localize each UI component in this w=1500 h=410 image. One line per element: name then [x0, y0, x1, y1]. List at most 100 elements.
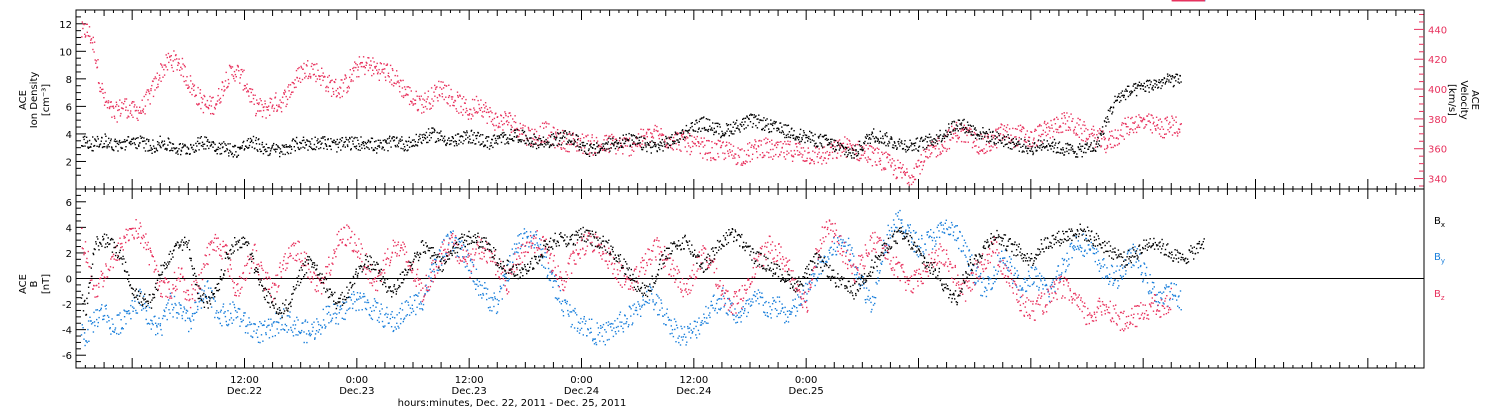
data-point: [117, 314, 119, 316]
data-point: [637, 142, 639, 144]
data-point: [1163, 77, 1166, 80]
data-point: [195, 142, 197, 145]
data-point: [364, 67, 366, 69]
data-point: [946, 148, 948, 150]
data-point: [918, 146, 920, 148]
data-point: [1120, 135, 1123, 137]
data-point: [1073, 128, 1076, 131]
data-point: [134, 300, 136, 302]
data-point: [183, 80, 185, 83]
data-point: [163, 140, 166, 142]
data-point: [131, 142, 134, 145]
data-point: [685, 124, 688, 127]
data-point: [1168, 79, 1170, 81]
data-point: [104, 146, 106, 148]
data-point: [344, 318, 346, 321]
data-point: [568, 151, 570, 153]
data-point: [573, 139, 576, 141]
data-point: [465, 138, 467, 140]
data-point: [928, 136, 930, 139]
data-point: [1130, 117, 1132, 120]
data-point: [86, 31, 88, 33]
data-point: [1108, 121, 1110, 123]
data-point: [972, 141, 974, 144]
data-point: [333, 93, 335, 95]
data-point: [649, 141, 651, 144]
data-point: [121, 141, 123, 143]
data-point: [376, 62, 378, 65]
data-point: [134, 110, 137, 112]
data-point: [373, 61, 375, 63]
data-point: [320, 324, 322, 327]
data-point: [578, 149, 581, 151]
data-point: [968, 129, 970, 132]
data-point: [865, 137, 867, 139]
data-point: [961, 127, 963, 129]
data-point: [681, 136, 683, 138]
data-point: [107, 144, 109, 146]
data-point: [1152, 117, 1154, 119]
data-point: [1068, 149, 1070, 151]
data-point: [939, 153, 941, 156]
data-point: [544, 142, 546, 145]
data-point: [324, 143, 327, 145]
data-point: [546, 122, 548, 125]
data-point: [629, 145, 631, 148]
data-point: [1076, 122, 1078, 124]
data-point: [428, 139, 431, 142]
data-point: [382, 68, 384, 70]
data-point: [139, 106, 141, 108]
data-point: [331, 317, 334, 319]
data-point: [647, 144, 649, 146]
data-point: [298, 66, 300, 69]
data-point: [565, 132, 568, 134]
data-point: [755, 115, 757, 117]
data-point: [484, 107, 486, 109]
data-point: [325, 145, 328, 147]
data-point: [439, 86, 441, 89]
data-point: [156, 87, 158, 89]
data-point: [870, 145, 872, 147]
data-point: [638, 139, 640, 142]
data-point: [276, 328, 278, 330]
data-point: [290, 326, 292, 329]
data-point: [456, 144, 458, 147]
data-point: [378, 144, 380, 147]
data-point: [1014, 128, 1017, 130]
data-point: [553, 127, 555, 129]
data-point: [806, 160, 808, 162]
data-point: [310, 75, 312, 78]
data-point: [318, 329, 321, 331]
data-point: [995, 130, 997, 132]
data-point: [335, 317, 337, 319]
data-point: [853, 149, 856, 151]
data-point: [1091, 132, 1093, 134]
data-point: [140, 112, 143, 114]
data-point: [1109, 110, 1111, 112]
data-point: [1129, 131, 1131, 134]
data-point: [786, 150, 788, 152]
data-point: [792, 134, 795, 136]
data-point: [228, 319, 231, 321]
data-point: [1177, 132, 1179, 135]
data-point: [1084, 124, 1086, 127]
data-point: [250, 140, 253, 142]
data-point: [657, 130, 659, 132]
data-point: [753, 114, 755, 116]
data-point: [498, 135, 500, 137]
data-point: [87, 147, 90, 149]
data-point: [852, 149, 855, 151]
data-point: [331, 79, 333, 81]
data-point: [305, 75, 307, 78]
data-point: [939, 129, 941, 132]
data-point: [1055, 152, 1058, 154]
data-point: [1064, 123, 1067, 125]
data-point: [430, 87, 433, 89]
data-point: [1019, 143, 1021, 145]
data-point: [453, 105, 455, 107]
data-point: [820, 155, 823, 158]
data-point: [238, 70, 240, 72]
data-point: [522, 127, 524, 129]
data-point: [371, 137, 374, 140]
data-point: [997, 141, 999, 144]
